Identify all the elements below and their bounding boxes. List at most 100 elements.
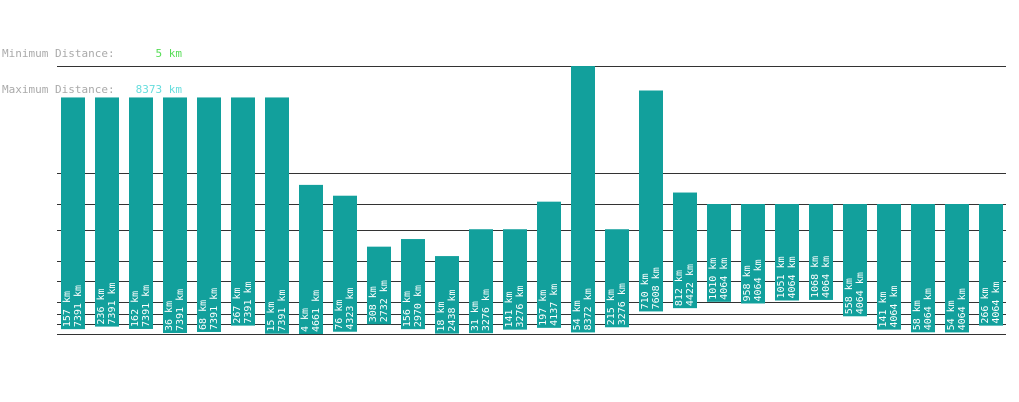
bar-0-label-min: 157 km: [62, 291, 73, 327]
bar-15: [571, 66, 595, 333]
legend-min-row: Minimum Distance: 5 km: [2, 48, 182, 60]
bar-22-label-max: 4064 km: [821, 256, 832, 298]
bar-group-0: 157 km 7391 km: [61, 97, 85, 330]
legend-min-value: 5 km: [155, 47, 183, 60]
bar-2-label-max: 7391 km: [141, 285, 152, 327]
bar-26-label-min: 54 km: [946, 300, 957, 330]
bar-20-label-max: 4064 km: [753, 259, 764, 301]
bar-group-4: 68 km 7391 km: [197, 97, 221, 332]
bar-16: [605, 229, 629, 328]
bar-2-label-min: 162 km: [130, 291, 141, 327]
bar-group-17: 710 km 7608 km: [639, 90, 663, 312]
bar-9-label-min: 308 km: [368, 286, 379, 322]
bar-8-label-min: 76 km: [334, 300, 345, 330]
bar-24-label-min: 141 km: [878, 292, 889, 328]
bar-group-8: 76 km 4323 km: [333, 195, 357, 332]
bar-5-label-min: 267 km: [232, 287, 243, 323]
bar-23-label-max: 4064 km: [855, 272, 866, 314]
bar-0-label-max: 7391 km: [73, 285, 84, 327]
bar-9-label-max: 2732 km: [379, 280, 390, 322]
bar-9: [367, 246, 391, 325]
bar-27-label-max: 4064 km: [991, 281, 1002, 323]
bar-6-label-max: 7391 km: [277, 290, 288, 332]
bar-27-label-min: 266 km: [980, 288, 991, 324]
bar-18-label-max: 4422 km: [685, 264, 696, 306]
bar-group-2: 162 km 7391 km: [129, 97, 153, 329]
bar-16-label-min: 215 km: [606, 289, 617, 325]
bar-7-label-min: 4 km: [300, 308, 311, 332]
bar-group-22: 1068 km 4064 km: [809, 204, 833, 300]
bar-21-label-max: 4064 km: [787, 256, 798, 298]
bar-group-25: 58 km 4064 km: [911, 204, 935, 333]
bar-group-27: 266 km 4064 km: [979, 204, 1003, 326]
bar-group-9: 308 km 2732 km: [367, 246, 391, 325]
bar-group-26: 54 km 4064 km: [945, 204, 969, 333]
bar-19-label-min: 1010 km: [708, 258, 719, 300]
bar-8: [333, 195, 357, 332]
bar-14: [537, 201, 561, 328]
bar-7: [299, 184, 323, 335]
bar-16-label-max: 3276 km: [617, 283, 628, 325]
bar-10-label-max: 2970 km: [413, 285, 424, 327]
bar-3-label-min: 36 km: [164, 301, 175, 331]
bar-15-label-min: 54 km: [572, 300, 583, 330]
bar-0: [61, 97, 85, 330]
bar-group-7: 4 km 4661 km: [299, 184, 323, 335]
bar-6: [265, 97, 289, 334]
bar-17-label-min: 710 km: [640, 273, 651, 309]
bar-4-label-max: 7391 km: [209, 288, 220, 330]
bar-21-label-min: 1051 km: [776, 256, 787, 298]
bar-group-3: 36 km 7391 km: [163, 97, 187, 334]
bar-24: [877, 204, 901, 330]
bar-1: [95, 97, 119, 327]
bar-12: [469, 229, 493, 334]
bar-group-14: 197 km 4137 km: [537, 201, 561, 328]
bar-2: [129, 97, 153, 329]
bar-14-label-min: 197 km: [538, 290, 549, 326]
bar-12-label-max: 3276 km: [481, 289, 492, 331]
legend-max-value: 8373 km: [135, 83, 182, 96]
bar-18: [673, 192, 697, 309]
bar-group-15: 54 km 8372 km: [571, 66, 595, 333]
bar-25: [911, 204, 935, 333]
bar-5: [231, 97, 255, 326]
bar-25-label-max: 4064 km: [923, 288, 934, 330]
bar-14-label-max: 4137 km: [549, 284, 560, 326]
bar-24-label-max: 4064 km: [889, 285, 900, 327]
bar-25-label-min: 58 km: [912, 300, 923, 330]
bar-group-24: 141 km 4064 km: [877, 204, 901, 330]
bar-20-label-min: 958 km: [742, 265, 753, 301]
bar-22-label-min: 1068 km: [810, 256, 821, 298]
bar-12-label-min: 31 km: [470, 301, 481, 331]
legend-min-label: Minimum Distance:: [2, 47, 115, 60]
bar-26: [945, 204, 969, 333]
bar-13-label-max: 3276 km: [515, 285, 526, 327]
bar-group-6: 15 km 7391 km: [265, 97, 289, 334]
bar-group-18: 812 km 4422 km: [673, 192, 697, 309]
bar-10: [401, 239, 425, 330]
bar-15-label-max: 8372 km: [583, 288, 594, 330]
bar-group-19: 1010 km 4064 km: [707, 204, 731, 302]
bar-4-label-min: 68 km: [198, 300, 209, 330]
bar-group-10: 156 km 2970 km: [401, 239, 425, 330]
bar-11: [435, 256, 459, 334]
bar-10-label-min: 156 km: [402, 291, 413, 327]
bar-group-12: 31 km 3276 km: [469, 229, 493, 334]
bar-17-label-max: 7608 km: [651, 267, 662, 309]
bar-3-label-max: 7391 km: [175, 289, 186, 331]
bar-11-label-min: 18 km: [436, 301, 447, 331]
bar-group-13: 141 km 3276 km: [503, 229, 527, 330]
bar-7-label-max: 4661 km: [311, 290, 322, 332]
bar-group-16: 215 km 3276 km: [605, 229, 629, 328]
bar-13: [503, 229, 527, 330]
bar-23: [843, 204, 867, 317]
bar-group-1: 236 km 7391 km: [95, 97, 119, 327]
bar-3: [163, 97, 187, 334]
bar-6-label-min: 15 km: [266, 302, 277, 332]
legend: Minimum Distance: 5 km Maximum Distance:…: [2, 24, 182, 108]
bar-22: [809, 204, 833, 300]
bar-11-label-max: 2438 km: [447, 289, 458, 331]
bar-group-5: 267 km 7391 km: [231, 97, 255, 326]
bar-19: [707, 204, 731, 302]
